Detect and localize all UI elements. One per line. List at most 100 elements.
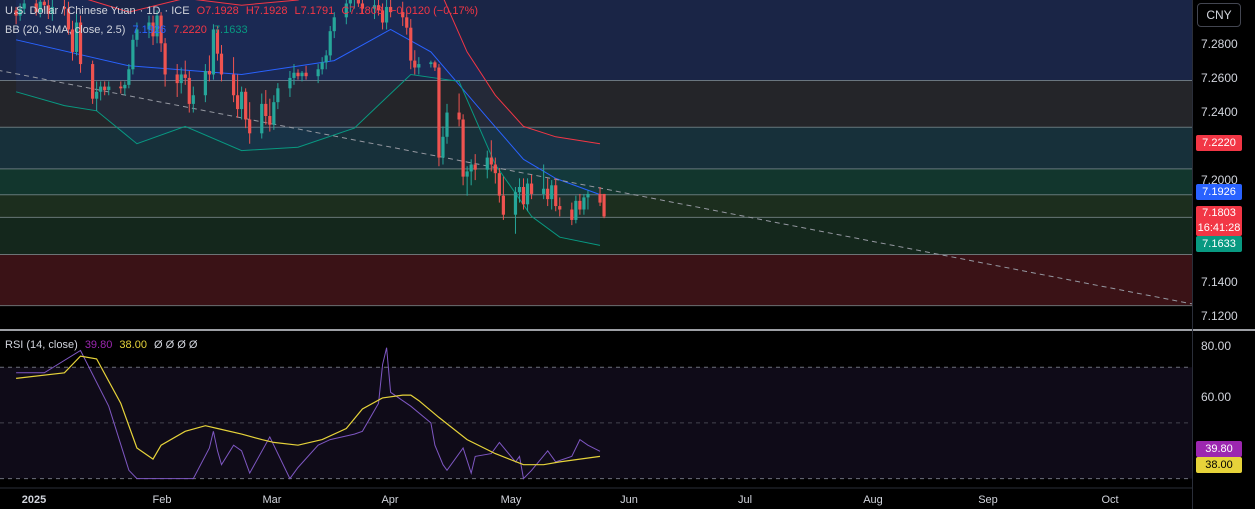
candle-body-46	[272, 102, 276, 125]
candle-body-85	[493, 164, 497, 174]
candle-body-15	[99, 86, 103, 92]
candle-body-28	[175, 74, 179, 84]
price-zone-5	[0, 217, 1192, 255]
candle-body-11	[74, 22, 79, 52]
rsi-label: RSI (14, close)	[5, 339, 78, 351]
candle-body-33	[203, 70, 207, 96]
candle-body-79	[461, 119, 465, 177]
bb-fill	[16, 0, 600, 246]
bb-upper-value: 7.2220	[173, 24, 207, 36]
bb-legend[interactable]: BB (20, SMA, close, 2.5) 7.1926 7.2220 7…	[5, 24, 252, 36]
date-tick-aug: Aug	[863, 494, 883, 506]
date-tick-may: May	[500, 494, 522, 506]
candle-body-10	[70, 29, 75, 52]
bb-basis-tag: 7.1926	[1196, 184, 1242, 200]
candle-body-22	[135, 29, 139, 40]
rsi-tick-80: 80.00	[1201, 339, 1232, 353]
candle-body-21	[131, 39, 135, 70]
candle-body-61	[356, 0, 361, 4]
candle-body-49	[292, 72, 296, 78]
candle-body-91	[525, 183, 530, 205]
ohlc-close: C7.1803	[341, 5, 383, 17]
candle-body-50	[296, 72, 300, 77]
price-zone-3	[0, 168, 1192, 195]
candle-body-75	[437, 67, 441, 158]
candle-body-16	[103, 86, 107, 91]
rsi-tag: 39.80	[1196, 441, 1242, 457]
price-zone-4	[0, 194, 1192, 218]
trend-line	[0, 70, 1193, 305]
price-tick-7.2000: 7.2000	[1201, 173, 1238, 187]
price-zone-2	[0, 127, 1192, 169]
candle-body-19	[123, 84, 127, 89]
candle-body-34	[207, 70, 212, 75]
candle-body-18	[119, 86, 123, 89]
candle-body-56	[328, 31, 332, 56]
candle-body-25	[155, 15, 159, 37]
candle-body-44	[264, 103, 268, 117]
candle-body-97	[558, 206, 562, 210]
bb-lower-line	[15, 73, 601, 246]
rsi-background	[0, 366, 1192, 480]
symbol-interval: 1D	[146, 5, 161, 17]
candle-body-74	[433, 62, 437, 68]
candle-body-103	[598, 193, 602, 203]
date-tick-jun: Jun	[620, 494, 638, 506]
candle-body-78	[457, 112, 461, 120]
currency-button[interactable]: CNY	[1197, 3, 1241, 27]
candle-body-35	[211, 29, 216, 75]
bb-upper-tag: 7.2220	[1196, 135, 1242, 151]
horizontal-levels	[0, 80, 1192, 307]
rsi-tick-60: 60.00	[1201, 390, 1232, 404]
candle-body-38	[231, 74, 236, 96]
candle-body-62	[360, 3, 365, 9]
price-tick-7.2600: 7.2600	[1201, 71, 1238, 85]
candlesticks	[14, 0, 606, 234]
rsi-ma-line	[16, 355, 601, 466]
ohlc-low: L7.1791	[294, 5, 335, 17]
candle-body-65	[380, 10, 385, 23]
candle-body-54	[320, 62, 324, 70]
rsi-legend[interactable]: RSI (14, close) 39.80 38.00 Ø Ø Ø Ø	[5, 339, 201, 351]
candle-body-37	[219, 53, 224, 75]
dashed-trendline	[0, 70, 1193, 305]
candle-body-52	[304, 72, 308, 77]
candle-body-7	[50, 6, 54, 14]
candle-body-102	[586, 193, 590, 198]
candle-body-58	[344, 3, 348, 18]
candle-body-63	[372, 5, 377, 9]
candle-body-6	[46, 5, 50, 14]
candle-body-72	[417, 64, 421, 68]
candle-body-99	[574, 200, 578, 220]
ohlc-open: O7.1928	[196, 5, 239, 17]
price-tick-7.2400: 7.2400	[1201, 105, 1238, 119]
last-price-value: 7.1803	[1202, 207, 1236, 219]
candle-body-51	[300, 72, 304, 77]
symbol-title: U.S. Dollar / Chinese Yuan	[5, 5, 136, 17]
candle-body-64	[376, 5, 381, 11]
date-tick-mar: Mar	[262, 494, 282, 506]
candle-body-76	[441, 136, 445, 158]
candle-body-71	[413, 60, 417, 68]
symbol-legend[interactable]: U.S. Dollar / Chinese Yuan · 1D · ICE O7.1…	[5, 5, 479, 17]
candle-body-69	[405, 17, 409, 28]
bb-upper-line	[87, 0, 601, 145]
date-tick-apr: Apr	[381, 494, 399, 506]
candle-body-9	[66, 8, 71, 30]
price-zone-0	[0, 0, 1192, 81]
candle-body-87	[501, 195, 505, 215]
candle-body-92	[529, 183, 534, 194]
candle-body-42	[248, 119, 252, 134]
candle-body-5	[42, 1, 46, 6]
candle-body-30	[183, 74, 187, 78]
candle-body-67	[389, 6, 393, 13]
symbol-exchange: ICE	[171, 5, 190, 17]
candle-body-89	[517, 187, 522, 193]
candle-body-36	[215, 29, 220, 54]
candle-body-23	[147, 22, 151, 30]
candle-body-80	[465, 171, 469, 177]
bar-countdown: 16:41:28	[1197, 222, 1241, 234]
bb-lower-value: 7.1633	[213, 24, 248, 36]
candle-body-73	[429, 62, 433, 65]
